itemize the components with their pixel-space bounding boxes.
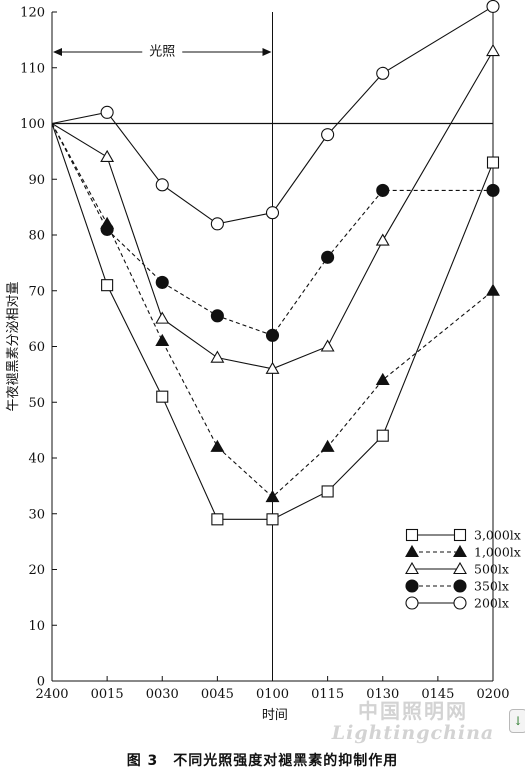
- data-point: [266, 513, 279, 526]
- data-point: [210, 217, 224, 231]
- y-tick-label: 40: [28, 452, 45, 467]
- data-point: [375, 233, 390, 246]
- series-line-4: [51, 5, 494, 225]
- legend-label: 200lx: [474, 596, 509, 611]
- legend-label: 1,000lx: [474, 545, 521, 560]
- data-point: [265, 361, 280, 374]
- data-point: [155, 333, 170, 346]
- series-markers: [100, 0, 500, 526]
- data-point: [210, 439, 225, 452]
- data-point: [486, 0, 500, 13]
- y-tick-label: 110: [20, 61, 45, 76]
- x-tick-label: 0045: [201, 687, 234, 702]
- y-tick-label: 50: [28, 396, 45, 411]
- data-point: [486, 156, 500, 169]
- series-line-2: [51, 50, 494, 370]
- light-period-label-bg: [142, 43, 183, 61]
- legend-marker: [405, 528, 419, 542]
- light-period-label: 光照: [149, 45, 175, 60]
- data-point: [320, 339, 335, 352]
- data-point: [155, 275, 169, 289]
- legend-marker: [405, 579, 419, 593]
- data-point: [265, 328, 280, 342]
- y-tick-label: 120: [20, 6, 45, 21]
- data-point: [376, 183, 390, 197]
- y-tick-label: 90: [28, 173, 45, 188]
- data-point: [375, 372, 390, 385]
- x-tick-label: 0115: [311, 687, 344, 702]
- series-line-0: [51, 123, 494, 520]
- legend: 3,000lx 1,000lx 500lx 350lx 200lx: [405, 528, 521, 611]
- y-axis-title: 午夜褪黑素分泌相对量: [6, 281, 21, 411]
- x-axis-title: 时间: [262, 708, 288, 723]
- x-tick-label: 0100: [256, 687, 289, 702]
- legend-label: 3,000lx: [474, 528, 521, 543]
- legend-marker: [453, 579, 467, 593]
- y-tick-label: 70: [28, 284, 45, 299]
- x-tick-label: 0030: [146, 687, 179, 702]
- data-point: [265, 206, 280, 220]
- data-point: [486, 283, 500, 296]
- data-point: [486, 183, 500, 197]
- data-point: [210, 350, 225, 363]
- legend-marker: [453, 544, 467, 558]
- x-tick-label: 2400: [35, 687, 68, 702]
- y-tick-label: 30: [28, 507, 45, 522]
- data-point: [100, 222, 114, 236]
- data-point: [320, 439, 335, 452]
- data-point: [265, 489, 280, 503]
- x-tick-label: 0130: [366, 687, 399, 702]
- watermark-en: Lightingchina: [331, 722, 495, 744]
- figure-caption: 图 3 不同光照强度对褪黑素的抑制作用: [126, 753, 399, 769]
- y-tick-label: 0: [37, 675, 45, 690]
- legend-label: 500lx: [474, 562, 509, 577]
- data-point: [100, 149, 115, 162]
- x-tick-label: 0145: [421, 687, 454, 702]
- data-point: [321, 128, 335, 142]
- legend-marker: [453, 528, 467, 542]
- legend-marker: [453, 596, 467, 610]
- download-arrow-icon[interactable]: ↓: [509, 709, 525, 733]
- legend-label: 350lx: [474, 579, 509, 594]
- data-point: [211, 513, 224, 526]
- data-point: [155, 178, 169, 192]
- axes: 0 10 20 30 40 50 60 70 80 90 100 110 120 2400 0015 0030…: [6, 6, 510, 724]
- series-lines: [51, 5, 494, 520]
- y-tick-label: 20: [28, 563, 45, 578]
- data-point: [155, 311, 170, 324]
- legend-marker: [453, 561, 467, 575]
- data-point: [486, 43, 500, 57]
- y-tick-label: 100: [20, 117, 45, 132]
- y-tick-label: 10: [28, 619, 45, 634]
- series-line-1: [51, 123, 494, 498]
- series-line-3: [51, 123, 493, 337]
- data-point: [101, 279, 114, 292]
- data-point: [100, 105, 114, 119]
- watermark: 中国照明网 Lightingchina: [318, 700, 508, 745]
- data-point: [210, 309, 224, 323]
- y-tick-label: 80: [28, 229, 45, 244]
- legend-marker: [405, 544, 419, 558]
- legend-marker: [405, 561, 419, 575]
- light-period-arrow-left: [53, 48, 62, 56]
- x-tick-label: 0200: [476, 687, 509, 702]
- data-point: [156, 390, 169, 403]
- data-point: [376, 66, 390, 80]
- legend-marker: [405, 596, 419, 610]
- data-point: [321, 485, 334, 498]
- data-point: [321, 250, 335, 264]
- light-period-arrow-right: [262, 48, 272, 56]
- data-point: [376, 429, 389, 442]
- watermark-cn: 中国照明网: [358, 699, 468, 723]
- x-tick-label: 0015: [91, 687, 124, 702]
- y-tick-label: 60: [28, 340, 45, 355]
